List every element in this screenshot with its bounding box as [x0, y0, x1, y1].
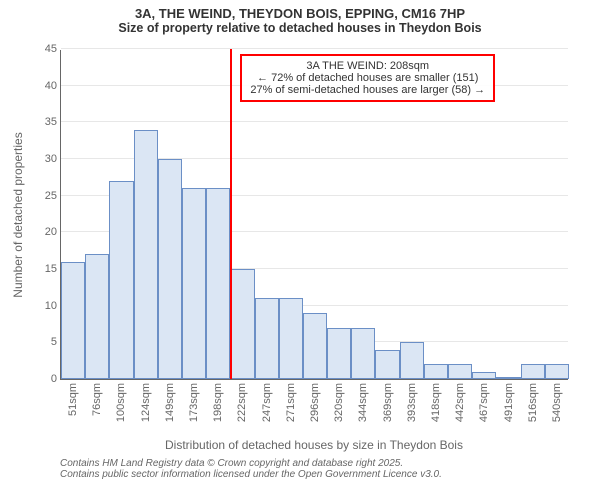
histogram-bar	[255, 298, 279, 379]
x-tick-label: 76sqm	[91, 383, 103, 416]
histogram-bar	[521, 364, 545, 379]
marker-line	[230, 49, 232, 379]
histogram-chart: 051015202530354045 51sqm76sqm100sqm124sq…	[60, 50, 568, 380]
x-tick-label: 247sqm	[261, 383, 273, 422]
histogram-bar	[109, 181, 133, 379]
x-tick-label: 51sqm	[67, 383, 79, 416]
histogram-bar	[448, 364, 472, 379]
histogram-bar	[303, 313, 327, 379]
y-tick-label: 15	[45, 263, 57, 275]
histogram-bar	[134, 130, 158, 379]
x-tick-label: 516sqm	[527, 383, 539, 422]
histogram-bar	[545, 364, 569, 379]
y-axis-label: Number of detached properties	[11, 132, 25, 297]
x-tick-label: 173sqm	[188, 383, 200, 422]
x-tick-label: 393sqm	[406, 383, 418, 422]
histogram-bar	[158, 159, 182, 379]
histogram-bar	[61, 262, 85, 379]
x-tick-label: 369sqm	[382, 383, 394, 422]
x-tick-label: 271sqm	[285, 383, 297, 422]
x-tick-label: 344sqm	[357, 383, 369, 422]
x-tick-label: 320sqm	[333, 383, 345, 422]
y-tick-label: 30	[45, 153, 57, 165]
x-tick-label: 540sqm	[551, 383, 563, 422]
x-tick-label: 296sqm	[309, 383, 321, 422]
callout-box: 3A THE WEIND: 208sqm← 72% of detached ho…	[240, 54, 495, 102]
x-tick-label: 418sqm	[430, 383, 442, 422]
x-tick-label: 149sqm	[164, 383, 176, 422]
histogram-bar	[206, 188, 230, 379]
callout-line: ← 72% of detached houses are smaller (15…	[250, 72, 485, 84]
y-tick-label: 40	[45, 80, 57, 92]
x-tick-label: 467sqm	[478, 383, 490, 422]
footnote-line1: Contains HM Land Registry data © Crown c…	[60, 458, 442, 469]
x-tick-label: 198sqm	[212, 383, 224, 422]
histogram-bar	[496, 377, 520, 379]
histogram-bar	[400, 342, 424, 379]
x-axis-label: Distribution of detached houses by size …	[165, 438, 463, 452]
footnote-line2: Contains public sector information licen…	[60, 469, 442, 480]
grid-line	[61, 48, 568, 49]
y-tick-label: 45	[45, 43, 57, 55]
y-tick-label: 0	[51, 373, 57, 385]
x-tick-label: 222sqm	[236, 383, 248, 422]
callout-line: 27% of semi-detached houses are larger (…	[250, 84, 485, 96]
callout-line: 3A THE WEIND: 208sqm	[250, 60, 485, 72]
y-tick-label: 20	[45, 226, 57, 238]
histogram-bar	[351, 328, 375, 379]
histogram-bar	[230, 269, 254, 379]
x-tick-label: 100sqm	[115, 383, 127, 422]
y-tick-label: 35	[45, 116, 57, 128]
x-tick-label: 491sqm	[503, 383, 515, 422]
x-tick-label: 124sqm	[140, 383, 152, 422]
y-tick-label: 10	[45, 300, 57, 312]
histogram-bar	[182, 188, 206, 379]
y-tick-label: 25	[45, 190, 57, 202]
histogram-bar	[327, 328, 351, 379]
y-tick-label: 5	[51, 336, 57, 348]
histogram-bar	[472, 372, 496, 379]
grid-line	[61, 121, 568, 122]
y-axis-ticks: 051015202530354045	[33, 50, 61, 379]
x-axis-ticks: 51sqm 76sqm 100sqm 124sqm 149sqm 173sqm 198sqm…	[61, 379, 568, 439]
footnote: Contains HM Land Registry data © Crown c…	[60, 458, 442, 480]
x-tick-label: 442sqm	[454, 383, 466, 422]
histogram-bar	[85, 254, 109, 379]
histogram-bar	[424, 364, 448, 379]
chart-wrap: 0 5 10 15 20 25 30 35 40 45 51sqm 76sqm 100sqm 124sq…	[0, 0, 600, 500]
histogram-bar	[375, 350, 399, 379]
histogram-bar	[279, 298, 303, 379]
